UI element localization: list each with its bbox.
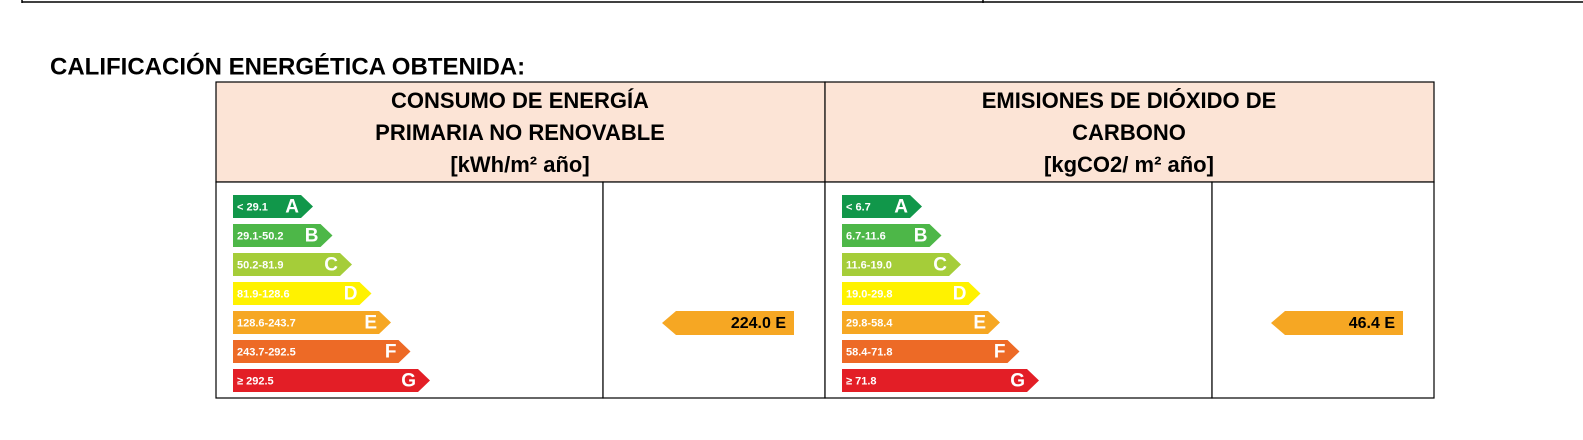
rating-range: 29.8-58.4 (846, 317, 893, 329)
rating-range: 58.4-71.8 (846, 346, 892, 358)
result-arrow (1271, 311, 1403, 335)
rating-letter: F (385, 342, 397, 363)
rating-letter: F (994, 342, 1006, 363)
header-line: [kWh/m² año] (450, 152, 589, 177)
rating-letter: B (305, 226, 319, 247)
rating-letter: G (1010, 371, 1025, 392)
rating-arrow (842, 369, 1039, 392)
header-cell (215, 81, 826, 183)
rating-letter: E (973, 313, 986, 334)
rating-arrow (233, 311, 391, 334)
result-cell (1211, 181, 1435, 399)
header-line: PRIMARIA NO RENOVABLE (375, 120, 665, 145)
rating-letter: A (285, 197, 299, 218)
rating-range: < 6.7 (846, 201, 871, 213)
rating-range: 19.0-29.8 (846, 288, 892, 300)
rating-letter: A (894, 197, 908, 218)
rating-arrow (842, 224, 942, 247)
rating-range: 29.1-50.2 (237, 230, 283, 242)
result-label: 46.4 E (1349, 315, 1396, 332)
rating-range: 243.7-292.5 (237, 346, 296, 358)
rating-letter: D (344, 284, 358, 305)
rating-arrow (233, 282, 372, 305)
rating-arrow (233, 224, 333, 247)
rating-letter: E (364, 313, 377, 334)
rating-letter: C (324, 255, 338, 276)
rating-range: 6.7-11.6 (846, 230, 886, 242)
rating-letter: B (914, 226, 928, 247)
rating-arrow (233, 340, 411, 363)
rating-arrow (842, 282, 981, 305)
header-line: CARBONO (1072, 120, 1186, 145)
rating-arrow (842, 340, 1020, 363)
rating-arrow (233, 195, 313, 218)
rating-range: 128.6-243.7 (237, 317, 296, 329)
rating-arrow (233, 369, 430, 392)
rating-letter: D (953, 284, 967, 305)
rating-letter: C (933, 255, 947, 276)
rating-arrow (842, 253, 961, 276)
header-line: EMISIONES DE DIÓXIDO DE (982, 88, 1277, 113)
header-cell (824, 81, 1435, 183)
rating-range: ≥ 292.5 (237, 375, 274, 387)
rating-range: < 29.1 (237, 201, 268, 213)
section-title: CALIFICACIÓN ENERGÉTICA OBTENIDA: (50, 52, 525, 80)
rating-range: 81.9-128.6 (237, 288, 290, 300)
result-arrow (662, 311, 794, 335)
result-cell (602, 181, 826, 399)
rating-letter: G (401, 371, 416, 392)
header-line: [kgCO2/ m² año] (1044, 152, 1214, 177)
rating-arrow (842, 311, 1000, 334)
rating-range: 11.6-19.0 (846, 259, 892, 271)
result-label: 224.0 E (731, 315, 786, 332)
rating-arrow (842, 195, 922, 218)
rating-range: ≥ 71.8 (846, 375, 877, 387)
header-line: CONSUMO DE ENERGÍA (391, 88, 649, 113)
rating-range: 50.2-81.9 (237, 259, 283, 271)
rating-arrow (233, 253, 352, 276)
